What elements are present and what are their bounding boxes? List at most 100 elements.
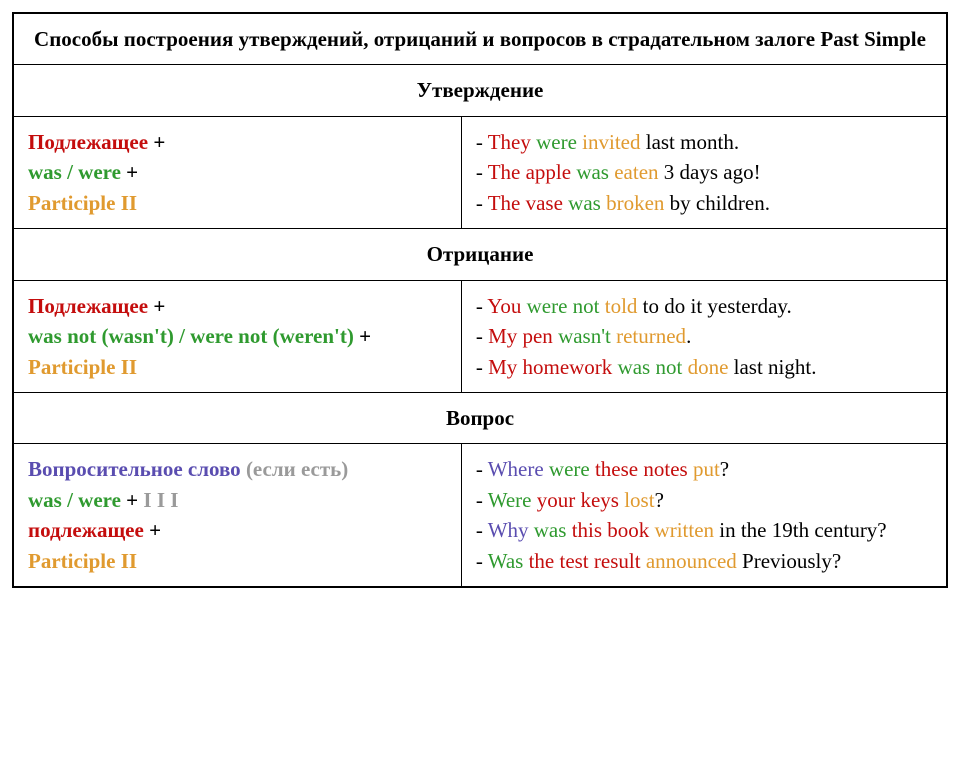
formula-line: Вопросительное слово (если есть): [28, 454, 447, 484]
text-segment: was / were: [28, 488, 121, 512]
text-segment: Participle II: [28, 191, 137, 215]
text-segment: подлежащее: [28, 518, 144, 542]
text-segment: +: [121, 160, 138, 184]
text-segment: were: [531, 130, 577, 154]
example-line: - They were invited last month.: [476, 127, 932, 157]
text-segment: Participle II: [28, 355, 137, 379]
text-segment: +: [148, 294, 165, 318]
text-segment: You: [487, 294, 521, 318]
bullet-dash: -: [476, 294, 487, 318]
formula-line: подлежащее +: [28, 515, 447, 545]
bullet-dash: -: [476, 160, 488, 184]
text-segment: was: [571, 160, 609, 184]
text-segment: The apple: [488, 160, 571, 184]
text-segment: ?: [720, 457, 729, 481]
text-segment: +: [144, 518, 161, 542]
text-segment: 3 days ago!: [659, 160, 761, 184]
text-segment: Was: [488, 549, 524, 573]
formula-line: was / were +: [28, 157, 447, 187]
formula-line: was / were + I I I: [28, 485, 447, 515]
text-segment: was not: [612, 355, 682, 379]
bullet-dash: -: [476, 549, 488, 573]
text-segment: broken: [601, 191, 665, 215]
formula-line: Participle II: [28, 546, 447, 576]
bullet-dash: -: [476, 191, 488, 215]
text-segment: My homework: [488, 355, 612, 379]
grammar-table: Способы построения утверждений, отрицани…: [12, 12, 948, 588]
text-segment: Подлежащее: [28, 130, 148, 154]
text-segment: Previously?: [737, 549, 841, 573]
text-segment: last night.: [728, 355, 816, 379]
text-segment: (если есть): [241, 457, 349, 481]
text-segment: announced: [641, 549, 737, 573]
text-segment: this book: [566, 518, 649, 542]
text-segment: were: [544, 457, 590, 481]
text-segment: to do it yesterday.: [637, 294, 791, 318]
text-segment: was: [563, 191, 601, 215]
text-segment: Were: [488, 488, 532, 512]
text-segment: .: [686, 324, 691, 348]
text-segment: ?: [655, 488, 664, 512]
formula-line: Participle II: [28, 352, 447, 382]
text-segment: were not: [521, 294, 599, 318]
examples-cell: - They were invited last month.- The app…: [461, 116, 947, 228]
example-line: - Where were these notes put?: [476, 454, 932, 484]
text-segment: told: [600, 294, 638, 318]
text-segment: these notes: [590, 457, 688, 481]
text-segment: in the 19th century?: [714, 518, 887, 542]
example-line: - The vase was broken by children.: [476, 188, 932, 218]
text-segment: written: [649, 518, 714, 542]
example-line: - My pen wasn't returned.: [476, 321, 932, 351]
section-header: Утверждение: [13, 65, 947, 116]
text-segment: +: [354, 324, 371, 348]
bullet-dash: -: [476, 355, 488, 379]
text-segment: wasn't: [553, 324, 611, 348]
text-segment: by children.: [664, 191, 770, 215]
formula-line: Подлежащее +: [28, 291, 447, 321]
examples-cell: - You were not told to do it yesterday.-…: [461, 280, 947, 392]
text-segment: done: [682, 355, 728, 379]
example-line: - Was the test result announced Previous…: [476, 546, 932, 576]
formula-cell: Подлежащее +was not (wasn't) / were not …: [13, 280, 461, 392]
text-segment: I I I: [143, 488, 178, 512]
text-segment: invited: [577, 130, 641, 154]
example-line: - Were your keys lost?: [476, 485, 932, 515]
text-segment: Вопросительное слово: [28, 457, 241, 481]
text-segment: +: [148, 130, 165, 154]
bullet-dash: -: [476, 457, 488, 481]
text-segment: Why: [488, 518, 529, 542]
text-segment: eaten: [609, 160, 659, 184]
text-segment: The vase: [488, 191, 563, 215]
text-segment: returned: [611, 324, 686, 348]
formula-cell: Вопросительное слово (если есть)was / we…: [13, 444, 461, 587]
text-segment: Подлежащее: [28, 294, 148, 318]
example-line: - The apple was eaten 3 days ago!: [476, 157, 932, 187]
text-segment: +: [121, 488, 143, 512]
text-segment: Participle II: [28, 549, 137, 573]
example-line: - Why was this book written in the 19th …: [476, 515, 932, 545]
text-segment: was: [529, 518, 567, 542]
text-segment: the test result: [523, 549, 640, 573]
section-header: Вопрос: [13, 392, 947, 443]
example-line: - You were not told to do it yesterday.: [476, 291, 932, 321]
bullet-dash: -: [476, 518, 488, 542]
example-line: - My homework was not done last night.: [476, 352, 932, 382]
text-segment: your keys: [531, 488, 619, 512]
formula-line: Подлежащее +: [28, 127, 447, 157]
table-title: Способы построения утверждений, отрицани…: [13, 13, 947, 65]
bullet-dash: -: [476, 488, 488, 512]
bullet-dash: -: [476, 324, 488, 348]
text-segment: They: [488, 130, 531, 154]
text-segment: was / were: [28, 160, 121, 184]
text-segment: Where: [488, 457, 544, 481]
bullet-dash: -: [476, 130, 488, 154]
formula-line: was not (wasn't) / were not (weren't) +: [28, 321, 447, 351]
text-segment: My pen: [488, 324, 553, 348]
text-segment: lost: [619, 488, 655, 512]
text-segment: put: [688, 457, 720, 481]
text-segment: last month.: [640, 130, 739, 154]
formula-cell: Подлежащее +was / were +Participle II: [13, 116, 461, 228]
formula-line: Participle II: [28, 188, 447, 218]
examples-cell: - Where were these notes put?- Were your…: [461, 444, 947, 587]
text-segment: was not (wasn't) / were not (weren't): [28, 324, 354, 348]
